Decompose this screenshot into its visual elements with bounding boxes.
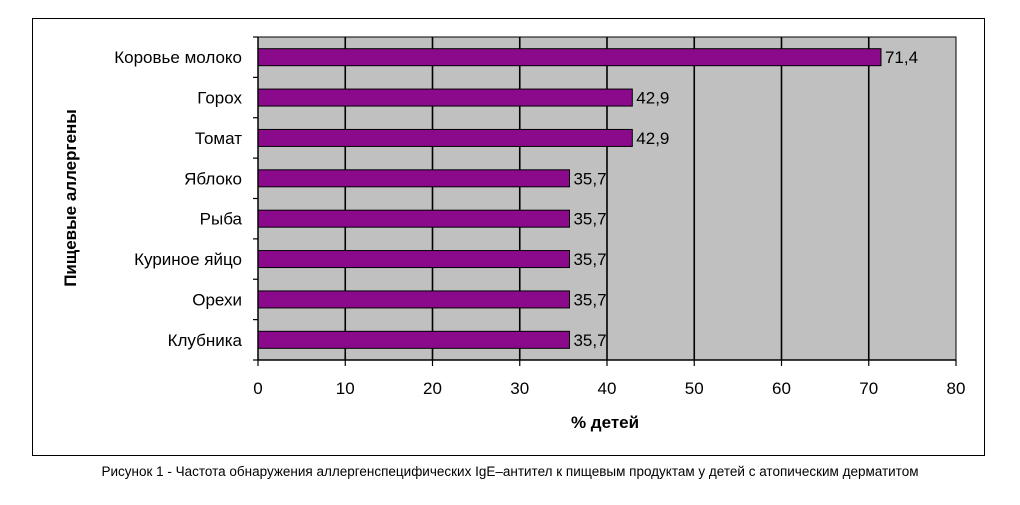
bar [257, 209, 570, 228]
figure-caption: Рисунок 1 - Частота обнаружения аллерген… [101, 464, 919, 479]
data-label: 71,4 [885, 48, 918, 67]
bar [257, 330, 570, 349]
category-label: Горох [197, 89, 242, 108]
y-axis-title: Пищевые аллергены [61, 109, 80, 287]
x-tick-label: 30 [510, 379, 529, 398]
category-label: Томат [195, 129, 242, 148]
x-axis-title: % детей [571, 413, 639, 432]
category-label: Орехи [192, 290, 242, 309]
bar [257, 128, 633, 147]
data-label: 35,7 [573, 250, 606, 269]
x-tick-label: 80 [947, 379, 966, 398]
category-label: Коровье молоко [114, 48, 242, 67]
category-label: Клубника [168, 331, 243, 350]
data-label: 35,7 [573, 331, 606, 350]
x-tick-label: 70 [859, 379, 878, 398]
bar [257, 169, 570, 188]
bars: 71,4 Коровье молоко 42,9 Горох 42,9 Томат 35,7… [114, 48, 918, 350]
bar [257, 88, 633, 107]
data-label: 35,7 [573, 290, 606, 309]
data-label: 35,7 [573, 169, 606, 188]
category-label: Яблоко [184, 169, 242, 188]
bar [257, 290, 570, 309]
x-tick-label: 60 [772, 379, 791, 398]
data-label: 42,9 [636, 89, 669, 108]
axes: 0 10 20 30 40 50 60 70 80 [253, 36, 966, 398]
category-label: Куриное яйцо [134, 250, 242, 269]
bar [257, 250, 570, 269]
x-tick-label: 20 [423, 379, 442, 398]
x-tick-label: 0 [253, 379, 262, 398]
bar [257, 48, 882, 67]
data-label: 42,9 [636, 129, 669, 148]
x-tick-label: 10 [336, 379, 355, 398]
category-label: Рыба [200, 210, 243, 229]
bar-chart: 71,4 Коровье молоко 42,9 Горох 42,9 Томат 35,7… [61, 36, 966, 432]
x-tick-label: 40 [598, 379, 617, 398]
data-label: 35,7 [573, 210, 606, 229]
x-tick-label: 50 [685, 379, 704, 398]
